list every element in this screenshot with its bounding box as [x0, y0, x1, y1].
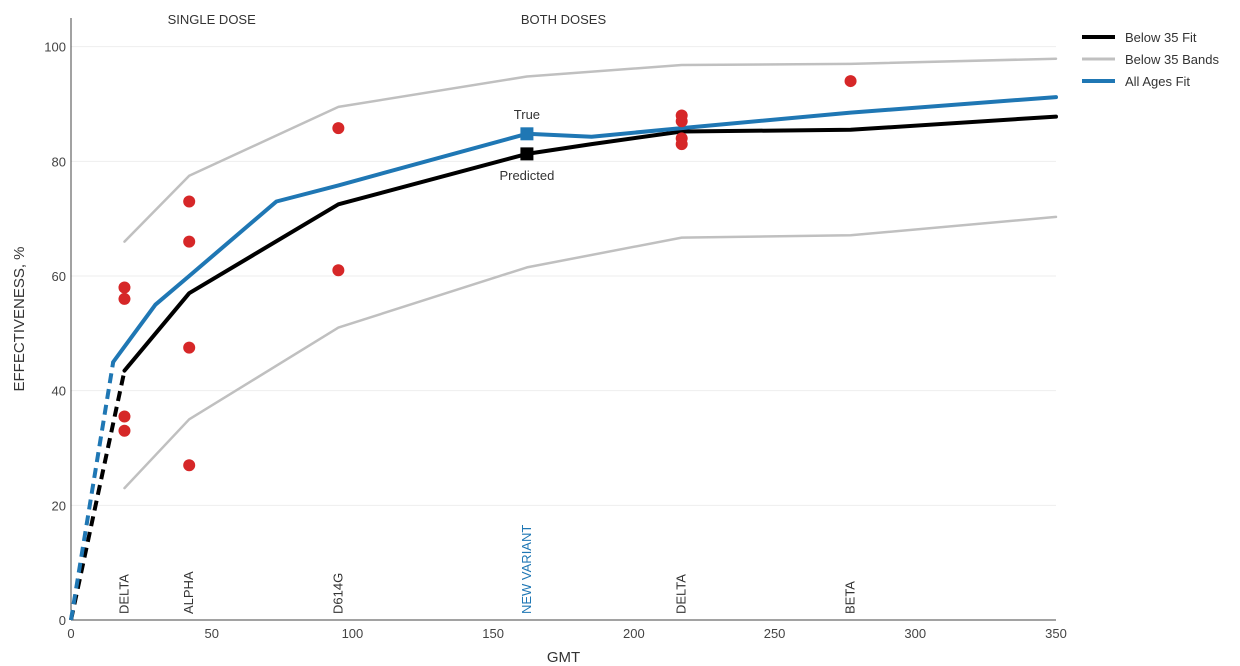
- legend-label-below-35-bands: Below 35 Bands: [1125, 52, 1219, 67]
- variant-label: DELTA: [116, 574, 131, 614]
- y-tick-label: 100: [44, 40, 66, 55]
- data-point: [118, 424, 131, 437]
- below-35-fit-dashed-extension: [69, 370, 127, 621]
- data-points: [118, 75, 857, 472]
- true-label: True: [514, 107, 540, 122]
- legend-label-all-ages-fit: All Ages Fit: [1125, 74, 1190, 89]
- data-point: [183, 235, 196, 248]
- data-point: [183, 341, 196, 354]
- annotations: True Predicted SINGLE DOSE BOTH DOSES DELTA A…: [116, 12, 857, 614]
- fit-lines: [69, 95, 1058, 621]
- axes: 0 20 40 60 80 100 0 50 100 150 200 250 300 350: [44, 18, 1067, 641]
- all-ages-fit-dashed-extension: [69, 361, 116, 621]
- legend: Below 35 Fit Below 35 Bands All Ages Fit: [1082, 30, 1219, 89]
- data-point: [118, 281, 131, 294]
- x-tick-label: 200: [623, 626, 645, 641]
- data-point: [332, 264, 345, 277]
- variant-label: DELTA: [674, 574, 689, 614]
- predicted-label: Predicted: [499, 168, 554, 183]
- data-point: [118, 410, 131, 423]
- data-point: [118, 292, 131, 305]
- data-point: [675, 138, 688, 151]
- y-tick-label: 60: [52, 269, 66, 284]
- below-35-fit-line: [122, 114, 1058, 373]
- y-tick-label: 80: [52, 154, 66, 169]
- x-tick-label: 0: [67, 626, 74, 641]
- section-label: SINGLE DOSE: [168, 12, 256, 27]
- variant-label: D614G: [330, 573, 345, 614]
- variant-label: BETA: [843, 581, 858, 614]
- x-tick-label: 300: [904, 626, 926, 641]
- predicted-marker: [520, 147, 534, 161]
- variant-label: ALPHA: [181, 571, 196, 614]
- section-label: BOTH DOSES: [521, 12, 607, 27]
- data-point: [183, 195, 196, 208]
- y-tick-label: 0: [59, 613, 66, 628]
- x-tick-label: 100: [342, 626, 364, 641]
- x-tick-label: 250: [764, 626, 786, 641]
- true-marker: [520, 127, 534, 141]
- all-ages-fit-line: [111, 95, 1058, 364]
- x-axis-title: GMT: [547, 649, 580, 666]
- y-tick-label: 20: [52, 498, 66, 513]
- data-point: [332, 122, 345, 135]
- data-point: [844, 75, 857, 88]
- y-tick-label: 40: [52, 384, 66, 399]
- legend-label-below-35-fit: Below 35 Fit: [1125, 30, 1197, 45]
- y-axis-title: EFFECTIVENESS, %: [11, 246, 28, 391]
- x-tick-label: 150: [482, 626, 504, 641]
- below-35-bands-line: [123, 215, 1058, 490]
- data-point: [675, 115, 688, 128]
- below-35-bands-series: [123, 57, 1058, 490]
- variant-label: NEW VARIANT: [519, 525, 534, 614]
- below-35-bands-line: [123, 57, 1058, 243]
- x-tick-label: 350: [1045, 626, 1067, 641]
- x-tick-label: 50: [204, 626, 218, 641]
- data-point: [183, 459, 196, 472]
